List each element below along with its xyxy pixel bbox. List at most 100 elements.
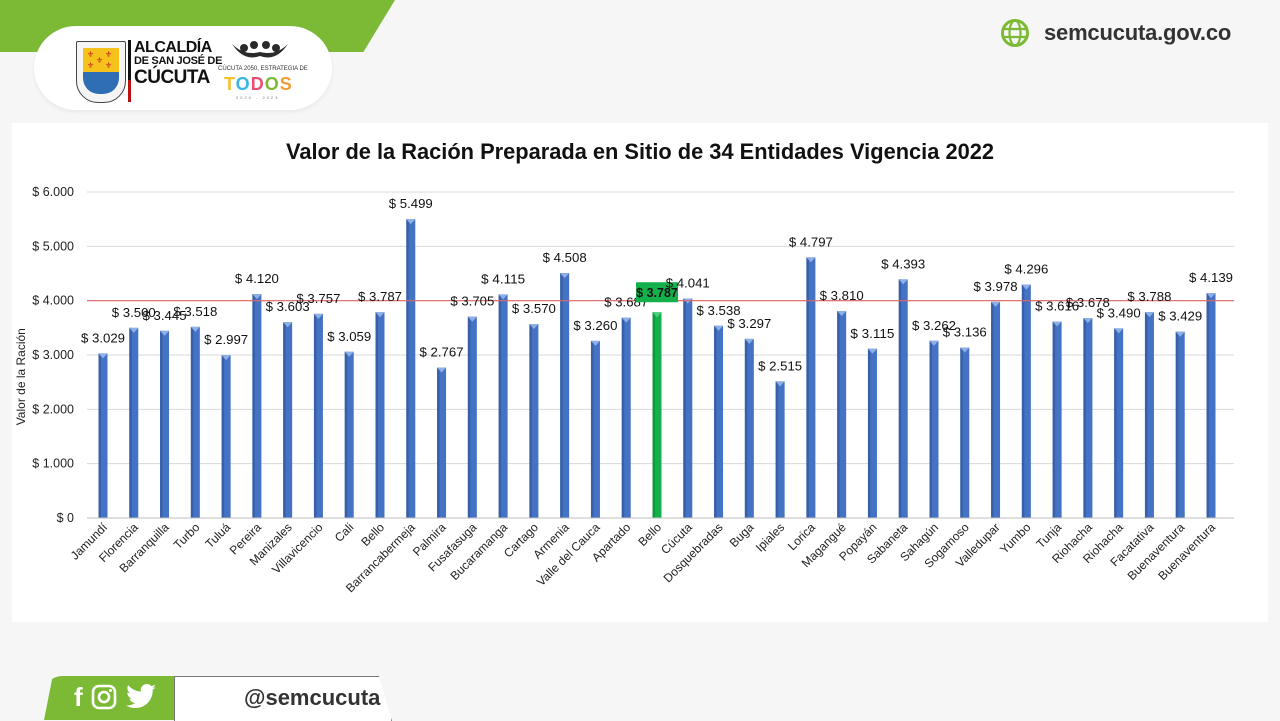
data-label: $ 3.262 bbox=[912, 318, 956, 333]
bar-shade bbox=[283, 322, 286, 518]
bar-shade bbox=[621, 317, 625, 518]
data-label: $ 2.515 bbox=[758, 358, 802, 373]
bar bbox=[98, 353, 108, 518]
todos-letter: T bbox=[224, 74, 236, 94]
logo-line-2: DE SAN JOSÉ DE bbox=[134, 55, 223, 67]
data-label: $ 3.603 bbox=[266, 299, 310, 314]
bar bbox=[406, 219, 416, 518]
bar-shade bbox=[1144, 312, 1148, 518]
bar-shade bbox=[437, 367, 440, 518]
bar-cap bbox=[437, 367, 447, 373]
bar-cap bbox=[867, 348, 877, 354]
bar-shade bbox=[898, 279, 902, 518]
data-label: $ 2.767 bbox=[420, 345, 464, 360]
bar-cap bbox=[652, 312, 662, 318]
y-tick-label: $ 4.000 bbox=[32, 294, 74, 308]
y-axis-label: Valor de la Ración bbox=[14, 328, 28, 425]
y-tick-label: $ 1.000 bbox=[32, 457, 74, 471]
data-label: $ 3.500 bbox=[112, 305, 156, 320]
bar-shade bbox=[98, 353, 101, 518]
data-label: $ 3.678 bbox=[1066, 295, 1110, 310]
bar-shade bbox=[837, 310, 840, 518]
x-tick-label: Turbo bbox=[171, 520, 203, 552]
bar bbox=[313, 313, 323, 518]
data-label: $ 3.115 bbox=[850, 326, 894, 341]
bar-cap bbox=[375, 312, 385, 318]
bar bbox=[621, 317, 631, 518]
shield-bottom bbox=[83, 72, 119, 94]
bar-cap bbox=[960, 347, 970, 353]
bar-shade bbox=[252, 294, 255, 518]
data-label: $ 3.260 bbox=[573, 318, 617, 333]
bar bbox=[375, 312, 385, 518]
bar-shade bbox=[1083, 318, 1086, 518]
bar-shade bbox=[313, 313, 317, 518]
logo-divider-accent bbox=[128, 80, 131, 102]
data-label: $ 3.029 bbox=[81, 330, 125, 345]
data-label: $ 3.570 bbox=[512, 301, 556, 316]
bar-shade bbox=[190, 326, 194, 518]
y-tick-label: $ 6.000 bbox=[32, 185, 74, 199]
x-tick-label: Ipiales bbox=[753, 520, 787, 554]
bar-shade bbox=[714, 325, 717, 518]
fleur-icon: ⚜ bbox=[96, 56, 104, 65]
bar-cap bbox=[1175, 331, 1185, 337]
coat-of-arms-icon: ⚜ ⚜ ⚜ ⚜ ⚜ bbox=[76, 41, 126, 103]
bar-cap bbox=[221, 355, 231, 361]
todos-letter: O bbox=[264, 74, 280, 94]
bar bbox=[129, 327, 139, 518]
data-label: $ 3.616 bbox=[1035, 299, 1079, 314]
bar-shade bbox=[160, 330, 163, 518]
bar bbox=[283, 322, 293, 518]
bar-shade bbox=[775, 381, 779, 518]
bar-shade bbox=[960, 347, 963, 518]
bar-shade bbox=[344, 351, 348, 518]
bar-shade bbox=[744, 338, 748, 518]
fleur-icon: ⚜ bbox=[87, 50, 95, 59]
bar-cap bbox=[1206, 293, 1216, 299]
bar-cap bbox=[991, 301, 1001, 307]
data-label: $ 4.115 bbox=[481, 271, 525, 286]
bar bbox=[867, 348, 877, 518]
data-label: $ 3.787 bbox=[358, 289, 402, 304]
data-label: $ 3.490 bbox=[1097, 305, 1141, 320]
bar-cap bbox=[160, 330, 170, 336]
y-tick-label: $ 0 bbox=[57, 511, 74, 525]
bar-shade bbox=[406, 219, 409, 518]
bar bbox=[898, 279, 908, 518]
data-label: $ 4.041 bbox=[666, 275, 710, 290]
bar-chart: Valor de la Ración Preparada en Sitio de… bbox=[14, 139, 1234, 595]
data-label: $ 4.139 bbox=[1189, 270, 1233, 285]
fleur-icon: ⚜ bbox=[87, 61, 95, 70]
instagram-icon[interactable] bbox=[91, 684, 117, 710]
bar-shade bbox=[221, 355, 225, 518]
website-url[interactable]: semcucuta.gov.co bbox=[1044, 20, 1232, 45]
bar-cap bbox=[98, 353, 108, 359]
website-link[interactable]: semcucuta.gov.co bbox=[1000, 18, 1231, 48]
bar-cap bbox=[775, 381, 785, 387]
bar-cap bbox=[190, 326, 200, 332]
data-label: $ 3.445 bbox=[143, 308, 187, 323]
bar-highlight bbox=[652, 312, 662, 518]
bar-shade bbox=[991, 301, 994, 518]
bar bbox=[160, 330, 170, 518]
data-label: $ 3.429 bbox=[1158, 309, 1202, 324]
bar-cap bbox=[283, 322, 293, 328]
bar-cap bbox=[1052, 321, 1062, 327]
bar bbox=[806, 257, 816, 518]
bar bbox=[1175, 331, 1185, 518]
bar-shade bbox=[1052, 321, 1056, 518]
bar-cap bbox=[129, 327, 139, 333]
twitter-icon[interactable] bbox=[125, 684, 157, 710]
bar-shade bbox=[652, 312, 655, 518]
data-label: $ 4.120 bbox=[235, 271, 279, 286]
bar bbox=[560, 273, 570, 518]
bar bbox=[1114, 328, 1124, 518]
bar bbox=[683, 298, 693, 518]
facebook-icon[interactable]: f bbox=[74, 682, 83, 712]
social-handle[interactable]: @semcucuta bbox=[244, 685, 381, 710]
slogan-text: CÚCUTA 2050, ESTRATEGIA DE bbox=[218, 66, 308, 72]
data-label-highlight: $ 3.787 bbox=[636, 286, 678, 300]
y-tick-label: $ 2.000 bbox=[32, 402, 74, 416]
alcaldia-logo-text: ALCALDÍA DE SAN JOSÉ DE CÚCUTA bbox=[134, 40, 222, 88]
